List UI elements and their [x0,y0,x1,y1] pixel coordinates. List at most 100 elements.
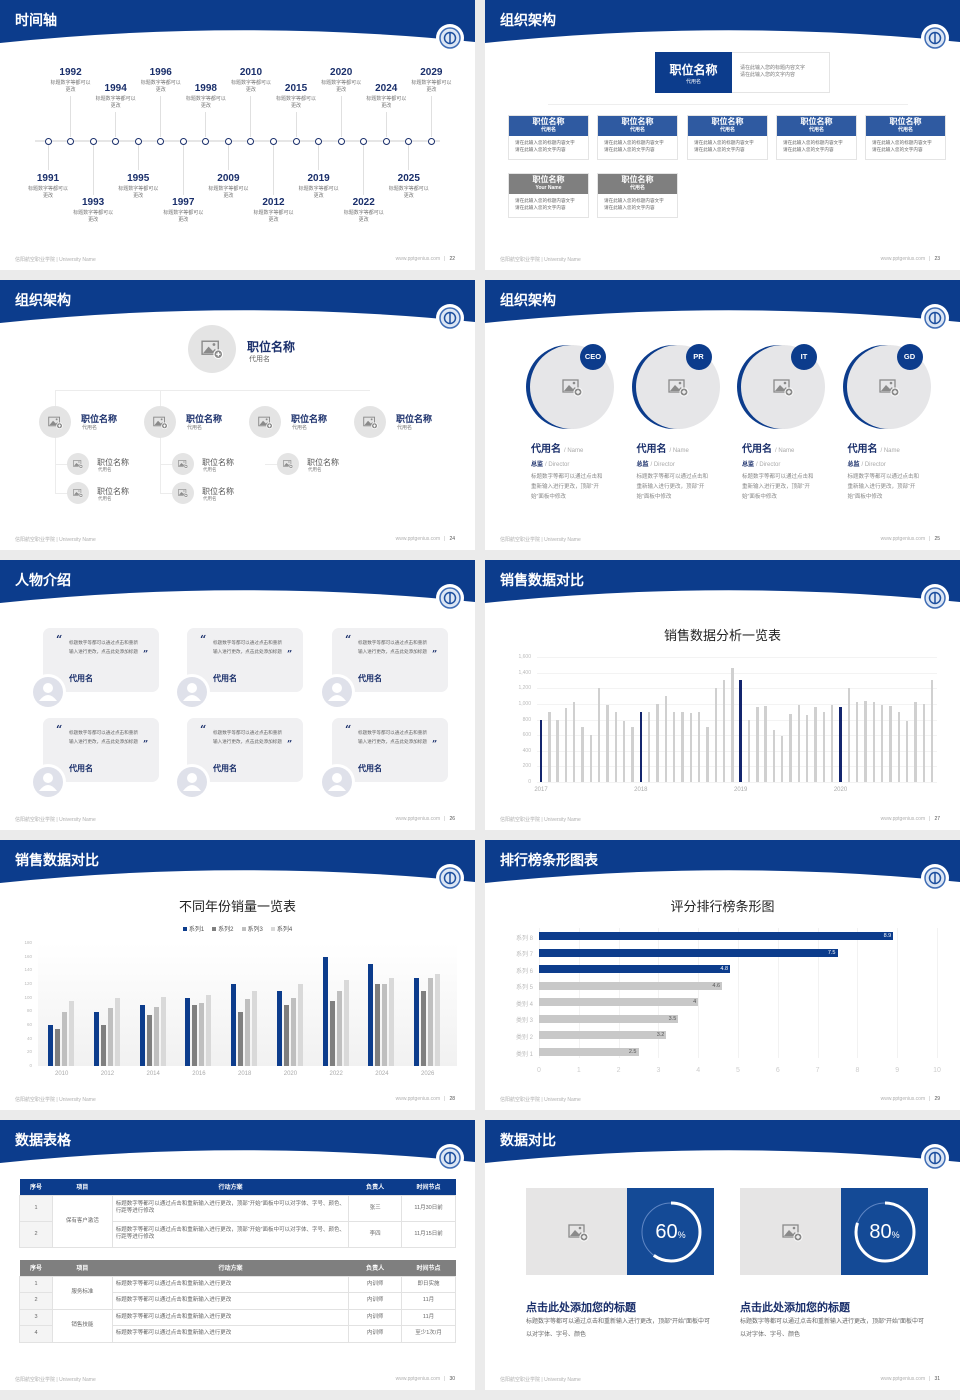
footer-school: 信阳航空职业学院 | University Name [500,1097,581,1103]
timeline-dot[interactable] [202,137,210,145]
timeline-connector [205,112,207,137]
footer-right: www.pptgenius.com | 27 [881,816,940,822]
x-tick-label: 6 [775,1067,780,1074]
panel-title[interactable]: 点击此处添加您的标题 [526,1302,636,1314]
timeline-dot[interactable] [382,137,390,145]
slide-title: 销售数据对比 [15,852,99,868]
timeline-year: 1998 [194,83,217,94]
chart-bar [781,735,784,782]
slide-title: 数据对比 [500,1132,556,1148]
legend-label: 系列1 [188,927,205,933]
y-tick-label: 180 [24,940,32,945]
x-tick-label: 4 [696,1067,701,1074]
chart-bar [414,977,420,1066]
chart-bar [55,1029,61,1066]
timeline-year: 2022 [352,197,375,208]
page-number: 28 [449,1096,455,1102]
org-box-name: 职位名称 [711,117,744,126]
org-connector [55,493,73,494]
x-tick-label: 9 [895,1067,900,1074]
photo-placeholder-small[interactable] [172,482,194,504]
timeline-dot[interactable] [360,137,368,145]
photo-placeholder-small[interactable] [67,482,89,504]
org-mid-code: 代用名 [292,425,308,431]
org-box-desc-line: 请在此输入您的文字内容 [515,147,566,152]
chart-bar [206,994,212,1066]
footer-right: www.pptgenius.com | 31 [881,1376,940,1382]
slide-31: 数据对比 信阳航空职业学院 | University Name www.pptgen… [485,1120,960,1390]
university-logo [921,1144,949,1172]
university-logo [436,1144,464,1172]
y-tick-label: 80 [26,1008,32,1014]
photo-placeholder-small[interactable] [67,453,89,475]
timeline-dot[interactable] [179,137,187,145]
slide-title: 排行榜条形图表 [500,852,598,868]
chart-bar [889,705,892,782]
progress-ring-fill [640,1201,701,1262]
page-number: 30 [449,1376,455,1382]
member-name: 代用名 [531,444,561,455]
cell-action: 标题数字等都可以通过点击和重新输入进行更改，顶部“开始”面板中可以对字体、字号、… [111,1194,350,1222]
org-box-name: 职位名称 [889,117,922,126]
timeline-dot[interactable] [44,137,52,145]
avatar-icon [322,677,352,707]
timeline-dot[interactable] [247,137,255,145]
header-band [0,0,475,43]
timeline-dot[interactable] [270,137,277,145]
org-box-header: 职位名称 代用名 [688,116,767,136]
timeline-year: 1991 [36,173,60,184]
progress-ring [854,1201,915,1262]
chart-bar: 3.5 [539,1014,679,1023]
timeline-dot[interactable] [67,137,75,145]
chart-bar [69,1001,75,1066]
timeline-dot[interactable] [427,137,435,145]
timeline-dot[interactable] [157,137,165,145]
org-box-header: 职位名称 代用名 [777,116,856,136]
timeline-dot[interactable] [315,137,323,145]
timeline-dot[interactable] [134,137,142,145]
x-gridline [698,928,700,1058]
timeline-dot[interactable] [112,137,120,145]
chart-bar [681,711,684,782]
photo-placeholder-small[interactable] [277,453,299,475]
chart-bar [756,706,759,782]
y-tick-label: 1,600 [518,654,531,660]
org-top-name: 职位名称 [669,63,718,77]
photo-placeholder[interactable] [39,406,71,438]
timeline-dot[interactable] [337,137,345,145]
org-box: 职位名称 代用名 请在此输入您的标题内容文字 请在此输入您的文字内容 [687,115,768,160]
photo-placeholder[interactable] [144,406,176,438]
timeline-dot[interactable] [405,137,413,145]
chart-bar [231,984,237,1066]
timeline-connector [227,145,229,170]
footer-right: www.pptgenius.com | 30 [396,1376,455,1382]
chart-bar [322,956,328,1066]
y-tick-label: 160 [24,953,32,959]
footer-school: 信阳航空职业学院 | University Name [500,537,581,543]
timeline-dot[interactable] [292,137,300,145]
timeline-dot[interactable] [224,137,232,145]
image-placeholder-icon [178,489,189,498]
org-mid-name: 职位名称 [81,414,118,424]
university-logo [921,24,949,52]
chart-bar [581,727,584,782]
chart-bar [283,1005,289,1066]
photo-placeholder[interactable] [354,406,386,438]
photo-placeholder[interactable] [249,406,281,438]
member-role: 总监 [742,462,755,468]
chart-bar: 4.8 [539,965,731,974]
header-row: 序号 项目 行动方案 负责人 时间节点 [19,1260,456,1276]
header-band [0,1120,475,1163]
org-mid-name: 职位名称 [186,414,223,424]
photo-placeholder-small[interactable] [172,453,194,475]
column-header: 项目 [52,1179,113,1195]
slide-24: 组织架构 信阳航空职业学院 | University Name www.pptgen… [0,280,475,550]
table-row: 1 服务标准 标题数字等都可以通过点击和重新输入进行更改 内训师 即日实施 [19,1275,456,1310]
x-tick-label: 5 [736,1067,740,1074]
role-badge: IT [791,344,817,370]
image-placeholder-icon [878,379,899,397]
panel-title[interactable]: 点击此处添加您的标题 [740,1302,850,1314]
timeline-dot[interactable] [89,137,97,145]
photo-placeholder-top[interactable] [188,325,236,373]
data-label: 3.2 [656,1032,665,1039]
